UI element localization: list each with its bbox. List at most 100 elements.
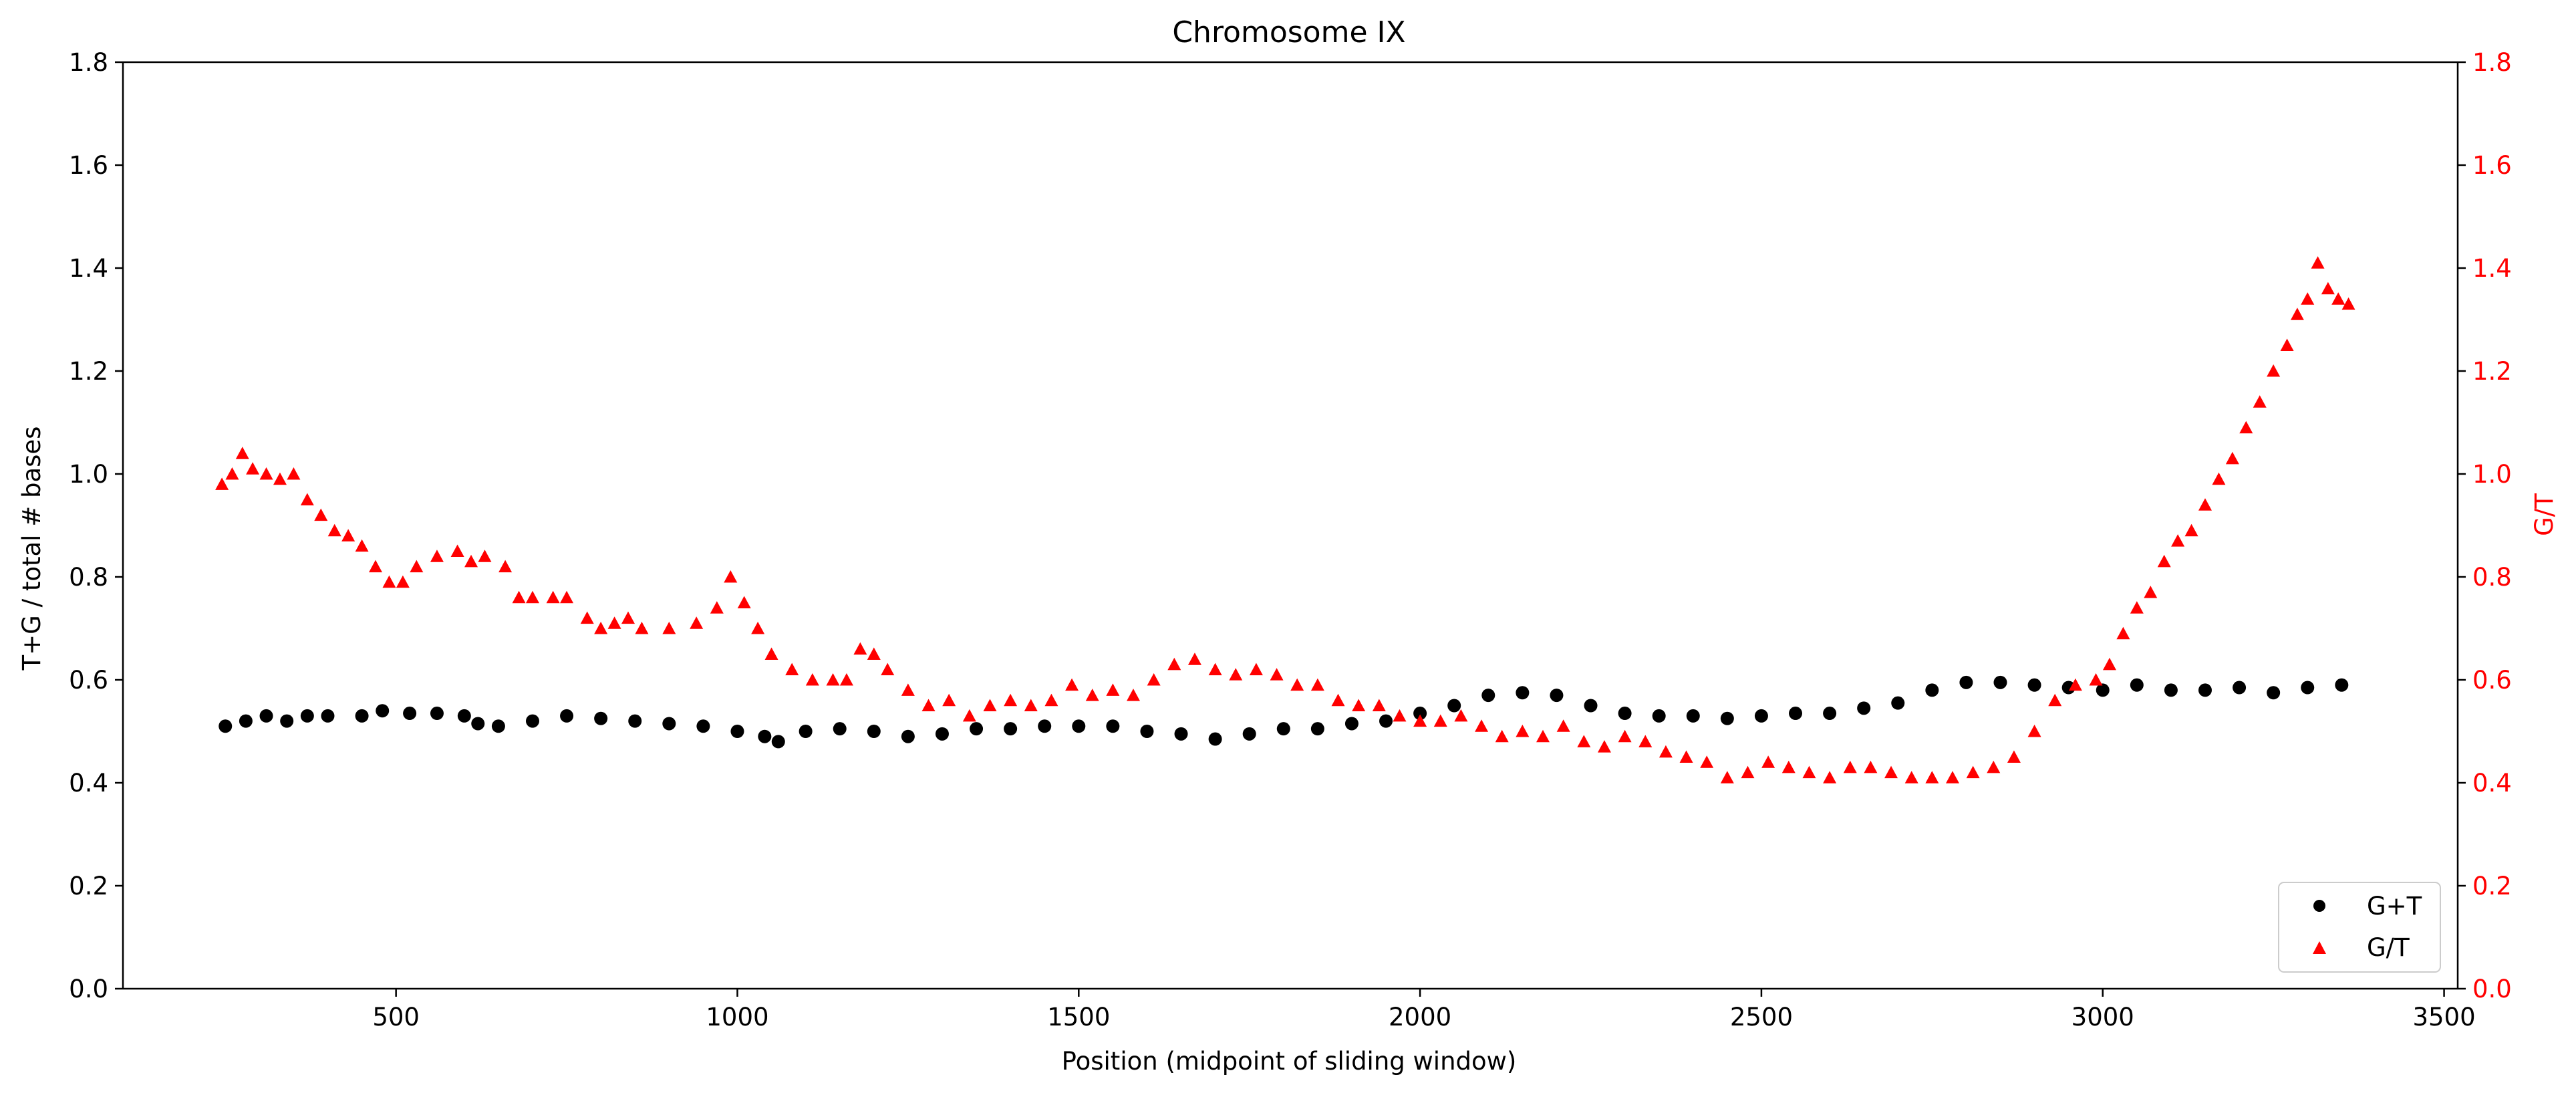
g-over-t-point <box>259 467 273 480</box>
legend-marker-g-over-t <box>2313 941 2326 954</box>
g-plus-t-point <box>525 714 539 728</box>
y-axis-right-label: G/T <box>2530 493 2559 536</box>
g-over-t-point <box>1597 740 1611 753</box>
g-plus-t-point <box>2164 683 2178 697</box>
y-right-tick-label: 0.4 <box>2472 769 2512 798</box>
g-over-t-point <box>1393 709 1407 722</box>
g-over-t-point <box>314 508 328 521</box>
g-plus-t-point <box>376 704 390 718</box>
g-over-t-point <box>1331 693 1345 707</box>
g-over-t-point <box>942 693 956 707</box>
g-plus-t-point <box>1208 732 1222 746</box>
g-over-t-point <box>2089 673 2103 686</box>
g-over-t-point <box>580 611 594 624</box>
g-over-t-point <box>2198 498 2212 511</box>
g-over-t-point <box>1761 755 1775 768</box>
g-over-t-point <box>839 673 853 686</box>
x-tick-label: 2500 <box>1730 1003 1793 1031</box>
y-left-tick-label: 0.0 <box>69 975 108 1003</box>
g-over-t-point <box>1700 755 1714 768</box>
g-plus-t-point <box>2233 681 2247 695</box>
g-plus-t-point <box>457 709 471 723</box>
g-over-t-point <box>382 575 396 588</box>
g-over-t-point <box>1065 678 1079 691</box>
g-over-t-point <box>2253 395 2267 408</box>
g-over-t-point <box>1781 760 1796 773</box>
g-over-t-point <box>1904 771 1918 783</box>
g-over-t-point <box>1618 729 1632 743</box>
y-right-tick-label: 0.2 <box>2472 872 2512 900</box>
g-plus-t-point <box>1106 719 1120 733</box>
x-tick-label: 1000 <box>706 1003 768 1031</box>
g-plus-t-point <box>239 714 253 728</box>
g-over-t-point <box>662 622 676 634</box>
g-over-t-point <box>1024 699 1038 711</box>
g-plus-t-point <box>1823 707 1837 721</box>
g-over-t-point <box>867 647 881 660</box>
g-plus-t-point <box>2130 678 2144 692</box>
g-over-t-point <box>2027 725 2041 737</box>
g-plus-t-point <box>430 707 444 721</box>
g-over-t-point <box>881 662 895 676</box>
g-over-t-point <box>2239 420 2253 434</box>
g-over-t-point <box>546 590 560 604</box>
g-over-t-point <box>2311 256 2325 269</box>
chart-title: Chromosome IX <box>1172 15 1405 49</box>
axes <box>122 61 2459 990</box>
g-plus-t-point <box>491 719 505 733</box>
g-over-t-point <box>1004 693 1018 707</box>
g-plus-t-point <box>758 729 772 743</box>
g-plus-t-point <box>696 719 710 733</box>
g-over-t-point <box>1208 662 1222 676</box>
g-over-t-point <box>1454 709 1468 722</box>
y-left-tick-label: 1.2 <box>69 357 108 386</box>
g-over-t-point <box>300 493 314 505</box>
g-over-t-point <box>2225 451 2239 465</box>
g-over-t-point <box>1127 689 1141 701</box>
g-over-t-point <box>1659 745 1673 758</box>
g-over-t-point <box>1249 662 1263 676</box>
g-over-t-point <box>1167 657 1181 671</box>
legend: G+T G/T <box>2278 882 2441 973</box>
x-tick-label: 2000 <box>1389 1003 1451 1031</box>
g-plus-t-point <box>1720 711 1734 725</box>
g-over-t-point <box>2102 657 2116 671</box>
y-left-tick-label: 1.4 <box>69 254 108 283</box>
g-plus-t-point <box>2301 681 2315 695</box>
g-over-t-point <box>1516 725 1530 737</box>
g-plus-t-point <box>259 709 273 723</box>
g-plus-t-point <box>833 722 847 736</box>
g-over-t-point <box>287 467 301 480</box>
g-plus-t-point <box>1140 725 1154 738</box>
g-plus-t-point <box>560 709 574 723</box>
g-plus-t-point <box>1072 719 1086 733</box>
g-over-t-point <box>1679 750 1693 763</box>
y-right-tick-label: 1.6 <box>2472 151 2512 180</box>
g-over-t-point <box>983 699 997 711</box>
g-plus-t-point <box>1993 675 2007 689</box>
g-over-t-point <box>410 560 424 573</box>
g-over-t-point <box>1187 652 1201 665</box>
g-over-t-point <box>498 560 513 573</box>
legend-marker-g-plus-t <box>2313 900 2325 912</box>
g-over-t-point <box>621 611 635 624</box>
g-over-t-point <box>1802 765 1816 779</box>
g-over-t-point <box>560 590 574 604</box>
g-plus-t-point <box>867 725 881 738</box>
g-plus-t-point <box>1447 699 1461 713</box>
g-over-t-point <box>2301 292 2315 305</box>
g-over-t-point <box>430 550 444 562</box>
g-over-t-point <box>2331 292 2345 305</box>
g-plus-t-point <box>1959 675 1973 689</box>
g-over-t-point <box>2184 523 2198 537</box>
g-over-t-point <box>805 673 819 686</box>
g-over-t-point <box>1147 673 1161 686</box>
g-plus-t-point <box>1174 727 1188 741</box>
x-tick-label: 3000 <box>2071 1003 2134 1031</box>
g-over-t-point <box>2171 534 2185 547</box>
g-over-t-point <box>962 709 976 722</box>
g-plus-t-point <box>935 727 949 741</box>
g-over-t-point <box>1884 765 1898 779</box>
x-tick-label: 1500 <box>1047 1003 1110 1031</box>
